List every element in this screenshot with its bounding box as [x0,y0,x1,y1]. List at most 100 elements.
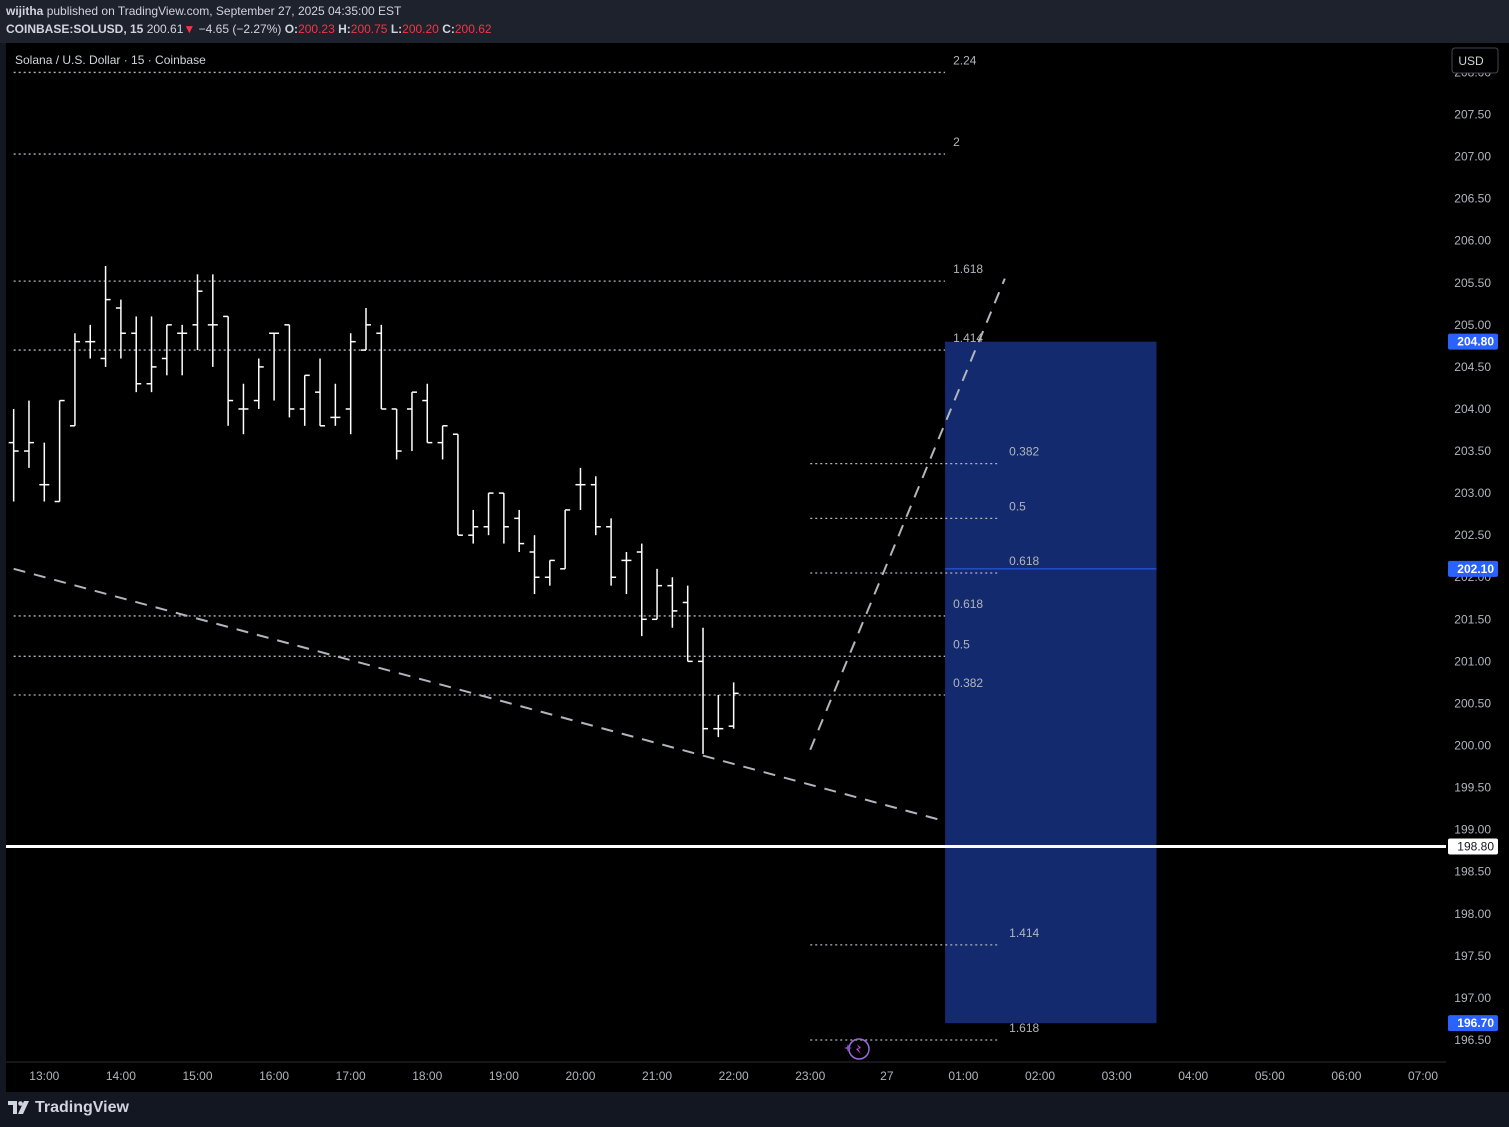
price-axis-tick-label: 207.00 [1454,150,1491,164]
price-axis-tick-label: 207.50 [1454,108,1491,122]
price-tag-box[interactable] [1448,560,1498,577]
open-value: 200.23 [298,22,335,36]
close-value: 200.62 [454,22,492,36]
ohlc-bar[interactable] [422,383,433,444]
ohlc-bar[interactable] [575,467,586,510]
ohlc-bar[interactable] [100,265,111,367]
ohlc-bar[interactable] [621,552,632,595]
ohlc-bar[interactable] [207,274,218,367]
low-label: L: [390,22,403,36]
ohlc-bar[interactable] [39,442,50,502]
author-name[interactable]: wijitha [6,4,44,18]
time-axis-tick-label: 21:00 [642,1069,672,1083]
fib-right-level-label: 0.382 [1009,445,1039,459]
tradingview-brand[interactable]: TradingView [35,1099,129,1116]
ohlc-bar[interactable] [23,400,34,468]
price-axis-tick-label: 204.00 [1454,402,1491,416]
price-tag[interactable]: 202.10 [1448,560,1498,577]
tradingview-logo-icon[interactable] [8,1101,30,1115]
ohlc-bar[interactable] [284,324,295,418]
ohlc-bar[interactable] [498,492,509,544]
ohlc-bar[interactable] [728,682,739,729]
ohlc-bar[interactable] [54,399,65,503]
fib-right-level-label: 1.414 [1009,926,1039,940]
ohlc-bar[interactable] [483,492,494,536]
ohlc-bar[interactable] [345,333,356,435]
ohlc-bar[interactable] [652,568,663,621]
ohlc-bar[interactable] [177,324,188,376]
ohlc-bar[interactable] [606,518,617,586]
ohlc-bar[interactable] [391,408,402,460]
time-axis-tick-label: 23:00 [795,1069,825,1083]
ohlc-bar[interactable] [698,627,709,754]
ohlc-bar[interactable] [253,358,264,409]
price-tag[interactable]: 204.80 [1448,333,1498,350]
price-axis-tick-label: 200.50 [1454,696,1491,710]
target-zone[interactable] [945,341,1157,1024]
price-axis-tick-label: 199.00 [1454,823,1491,837]
ohlc-bar[interactable] [682,585,693,663]
ohlc-bar[interactable] [529,535,540,595]
time-axis-tick-label: 15:00 [182,1069,212,1083]
ai-sparkle-icon-star[interactable] [844,1044,852,1052]
price-axis-tick-label: 203.50 [1454,444,1491,458]
time-axis-tick-label: 01:00 [948,1069,978,1083]
ohlc-bar[interactable] [161,324,172,376]
price-tag-box[interactable] [1448,333,1498,350]
price-axis-tick-label: 204.50 [1454,360,1491,374]
ohlc-bar[interactable] [330,383,341,426]
ohlc-bar[interactable] [636,543,647,637]
ohlc-bar[interactable] [69,333,80,427]
ohlc-bar[interactable] [406,391,417,452]
price-chart[interactable]: 2.24 2 1.618 1.414 0.618 0.5 0.382 0.382 0.5 0.61… [6,43,1509,1092]
fib-left-level-label: 0.618 [953,597,983,611]
ohlc-bar[interactable] [667,577,678,628]
ohlc-bar[interactable] [146,316,157,393]
ohlc-bar[interactable] [192,274,203,351]
ohlc-bar[interactable] [8,408,19,502]
ohlc-bar[interactable] [299,374,310,426]
ohlc-bar[interactable] [376,324,387,410]
time-axis-tick-label: 27 [880,1069,894,1083]
ohlc-bar[interactable] [713,695,724,738]
currency-button[interactable]: USD [1451,47,1499,74]
ohlc-bar[interactable] [223,315,234,426]
ohlc-bar[interactable] [544,559,555,586]
ohlc-bar[interactable] [238,383,249,435]
time-axis-tick-label: 16:00 [259,1069,289,1083]
fib-left-level-label: 0.382 [953,676,983,690]
chart-title: Solana / U.S. Dollar · 15 · Coinbase [15,53,206,67]
price-tag-box[interactable] [1448,1015,1498,1032]
time-axis-tick-label: 17:00 [336,1069,366,1083]
trendline-descending[interactable] [13,567,946,823]
ohlc-bar[interactable] [315,358,326,427]
price-tag-box[interactable] [1448,838,1498,855]
price-tag[interactable]: 198.80 [1448,838,1498,855]
price-tag[interactable]: 196.70 [1448,1015,1498,1032]
change-value: −4.65 (−2.27%) [198,22,282,36]
time-axis-tick-label: 13:00 [29,1069,59,1083]
ohlc-bar[interactable] [468,509,479,544]
ohlc-bar[interactable] [131,316,142,393]
price-axis-tick-label: 196.50 [1454,1033,1491,1047]
ohlc-bar[interactable] [269,332,280,401]
currency-button-frame[interactable] [1451,47,1499,74]
ohlc-bar[interactable] [590,476,601,536]
ohlc-bar[interactable] [514,509,525,552]
chart-area[interactable]: 2.24 2 1.618 1.414 0.618 0.5 0.382 0.382 0.5 0.61… [6,43,1509,1092]
down-arrow-icon: ▼ [183,22,196,36]
price-axis-tick-label: 200.00 [1454,739,1491,753]
currency-button-label[interactable]: USD [1458,54,1484,68]
trendline-ascending[interactable] [809,278,1006,751]
tradingview-logo[interactable]: TradingView [8,1099,129,1117]
ai-sparkle-icon-bolt[interactable] [856,1044,861,1054]
ohlc-bar[interactable] [85,324,96,359]
ohlc-bar[interactable] [115,299,126,359]
ai-sparkle-icon[interactable] [844,1038,870,1060]
ohlc-bar[interactable] [560,509,571,570]
ohlc-bar[interactable] [437,425,448,460]
ohlc-bar[interactable] [361,308,371,351]
ohlc-bar[interactable] [452,433,463,536]
open-label: O: [284,22,299,36]
price-axis-tick-label: 198.00 [1454,907,1491,921]
